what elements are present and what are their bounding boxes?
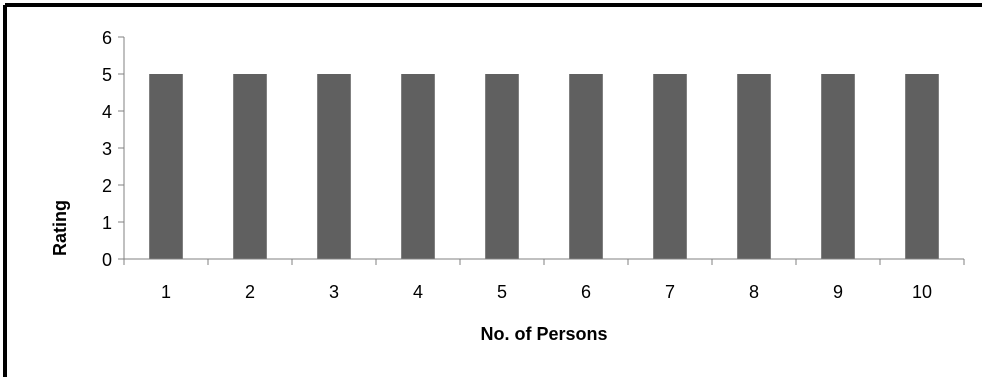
x-tick-label: 10 <box>912 282 932 302</box>
bar <box>401 74 435 259</box>
bar <box>317 74 351 259</box>
x-tick-label: 6 <box>581 282 591 302</box>
x-tick-label: 7 <box>665 282 675 302</box>
bar <box>233 74 267 259</box>
bar <box>485 74 519 259</box>
y-tick-label: 5 <box>102 65 112 85</box>
x-tick-label: 4 <box>413 282 423 302</box>
y-tick-label: 2 <box>102 176 112 196</box>
y-tick-label: 3 <box>102 139 112 159</box>
x-axis: 1 2 3 4 5 6 7 8 9 10 <box>123 258 965 302</box>
bar <box>737 74 771 259</box>
y-tick-label: 0 <box>102 250 112 270</box>
x-tick-label: 8 <box>749 282 759 302</box>
x-axis-title: No. of Persons <box>480 324 607 344</box>
bar <box>149 74 183 259</box>
x-tick-label: 9 <box>833 282 843 302</box>
y-axis: 0 1 2 3 4 5 6 <box>102 28 125 270</box>
y-tick-label: 6 <box>102 28 112 48</box>
bar <box>821 74 855 259</box>
x-tick-label: 2 <box>245 282 255 302</box>
y-tick-label: 4 <box>102 102 112 122</box>
bar <box>653 74 687 259</box>
x-tick-label: 3 <box>329 282 339 302</box>
bar <box>569 74 603 259</box>
bars-group <box>149 74 939 259</box>
bar <box>905 74 939 259</box>
y-tick-label: 1 <box>102 213 112 233</box>
x-tick-label: 5 <box>497 282 507 302</box>
y-axis-title: Rating <box>50 200 70 256</box>
x-tick-label: 1 <box>161 282 171 302</box>
